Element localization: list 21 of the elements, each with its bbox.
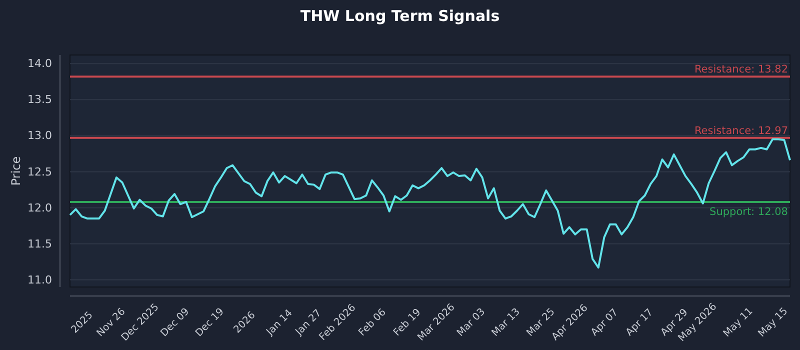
chart-title: THW Long Term Signals [300,7,500,25]
y-tick-label: 13.5 [28,93,52,106]
x-tick-label: Apr 07 [589,307,621,338]
x-tick-label: Feb 06 [356,306,388,338]
y-axis-title: Price [9,156,23,186]
x-tick-label: Mar 13 [490,306,522,339]
x-tick-label: Dec 09 [158,306,192,340]
y-tick-label: 11.5 [28,237,52,250]
y-tick-label: 14.0 [28,57,52,70]
y-tick-label: 12.5 [28,165,52,178]
x-tick-label: Mar 03 [455,306,488,339]
ref-line-label: Resistance: 12.97 [694,124,788,137]
y-tick-label: 12.0 [28,201,52,214]
x-tick-label: Apr 17 [624,307,656,338]
line-series [69,138,791,269]
ref-line-label: Resistance: 13.82 [694,64,788,76]
y-tick-label: 11.0 [28,273,52,286]
ref-line-label: Support: 12.08 [710,206,788,218]
x-tick-label: Dec 19 [194,306,226,340]
y-tick-label: 13.0 [28,129,52,142]
x-tick-label: Jan 14 [264,308,295,338]
